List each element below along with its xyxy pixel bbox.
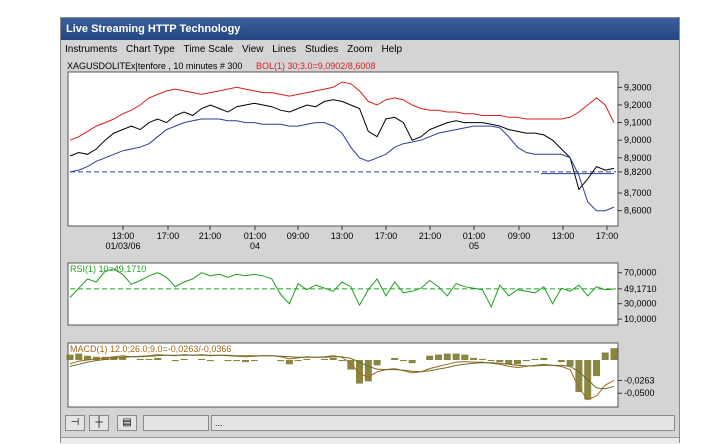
crosshair-tool-button[interactable]: ⊣: [65, 415, 85, 431]
y-tick-label: 9,1000: [624, 118, 652, 128]
y-tick-label: 9,0000: [624, 135, 652, 145]
y-tick-label: 9,2000: [624, 100, 652, 110]
y-tick-label: 8,8200: [624, 167, 652, 177]
bollinger-upper-line: [69, 81, 615, 141]
x-tick-label: 17:00: [375, 231, 398, 241]
y-tick-label: -0,0263: [624, 376, 655, 386]
price-panel[interactable]: [67, 71, 619, 227]
x-tick-label: 17:00: [596, 231, 619, 241]
hline-tool-button[interactable]: ┼: [89, 415, 109, 431]
bottom-bar: [61, 437, 679, 444]
x-tick-label: 01:00: [244, 231, 267, 241]
menu-chart-type[interactable]: Chart Type: [126, 44, 175, 55]
x-tick-label: 21:00: [199, 231, 222, 241]
menu-studies[interactable]: Studies: [304, 44, 339, 55]
x-tick-label: 21:00: [419, 231, 442, 241]
price-legend-bol: BOL(1) 30;3.0=9,0902/8,6008: [256, 61, 375, 71]
y-tick-label: 30,0000: [624, 299, 657, 309]
y-tick-label: 10,0000: [624, 314, 657, 324]
status-field-1: [143, 415, 209, 431]
menu-help[interactable]: Help: [381, 44, 403, 55]
rsi-legend: RSI(1) 10=49,1710: [70, 264, 146, 274]
status-field-2: ...: [211, 415, 675, 431]
y-tick-label: 9,3000: [624, 82, 652, 92]
macd-panel[interactable]: [67, 342, 619, 408]
properties-tool-button[interactable]: ▤: [117, 415, 137, 431]
y-tick-label: 8,9000: [624, 153, 652, 163]
app-window: Live Streaming HTTP Technology Instrumen…: [60, 17, 680, 444]
menu-lines[interactable]: Lines: [272, 44, 297, 55]
menu-zoom[interactable]: Zoom: [347, 44, 373, 55]
x-tick-label: 13:00: [112, 231, 135, 241]
chart-svg[interactable]: XAGUSDOLITEx|tenfore , 10 minutes # 300 …: [61, 59, 679, 411]
chart-area: XAGUSDOLITEx|tenfore , 10 minutes # 300 …: [61, 59, 679, 411]
date-label: 01/03/06: [105, 241, 140, 251]
price-legend-symbol: XAGUSDOLITEx|tenfore , 10 minutes # 300: [67, 61, 242, 71]
x-tick-label: 13:00: [331, 231, 354, 241]
x-tick-label: 17:00: [157, 231, 180, 241]
y-tick-label: 49,1710: [624, 284, 657, 294]
menu-instruments[interactable]: Instruments: [65, 44, 118, 55]
macd-legend: MACD(1) 12.0;26.0;9.0=-0,0263/-0,0366: [70, 344, 231, 354]
rsi-series-line: [69, 268, 615, 309]
y-tick-label: 70,0000: [624, 268, 657, 278]
price-series-line: [69, 99, 615, 191]
rsi-panel[interactable]: [67, 262, 619, 326]
y-tick-label: 8,6000: [624, 206, 652, 216]
menu-view[interactable]: View: [241, 44, 264, 55]
y-tick-label: 8,7000: [624, 188, 652, 198]
bottom-toolbar: ⊣ ┼ ▤ ...: [65, 415, 675, 433]
window-title: Live Streaming HTTP Technology: [61, 18, 679, 40]
menu-time-scale[interactable]: Time Scale: [183, 44, 234, 55]
x-tick-label: 13:00: [552, 231, 575, 241]
date-label: 05: [469, 241, 479, 251]
x-tick-label: 09:00: [287, 231, 310, 241]
macd-signal-line: [69, 354, 615, 390]
menu-bar: Instruments Chart Type Time Scale View L…: [61, 41, 679, 59]
date-label: 04: [250, 241, 260, 251]
x-tick-label: 09:00: [508, 231, 531, 241]
y-tick-label: -0,0500: [624, 388, 655, 398]
bollinger-lower-line: [69, 118, 615, 212]
x-tick-label: 01:00: [463, 231, 486, 241]
